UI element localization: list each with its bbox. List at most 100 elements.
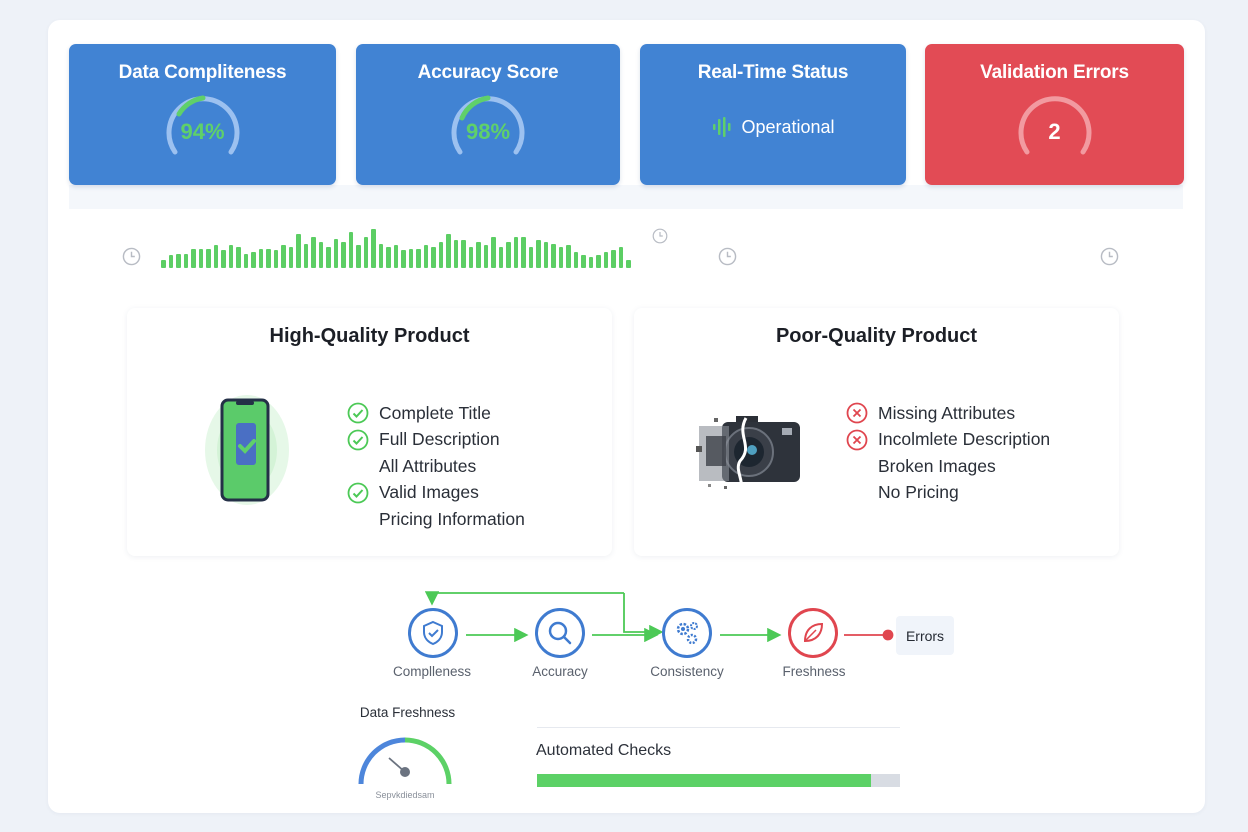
- pipeline-step-accuracy[interactable]: [535, 608, 585, 658]
- activity-bar: [581, 255, 586, 268]
- kpi-strip-shadow: [69, 185, 1183, 209]
- activity-bar: [281, 245, 286, 268]
- activity-bar: [326, 247, 331, 268]
- clock-icon: [122, 247, 141, 266]
- activity-bar: [333, 238, 338, 268]
- activity-bar: [341, 242, 346, 268]
- activity-bar: [558, 247, 563, 268]
- activity-bar: [461, 240, 466, 268]
- pipeline-step-label: Complleness: [392, 664, 472, 679]
- clock-icon: [1100, 247, 1119, 266]
- activity-bar: [483, 245, 488, 268]
- card-title: Poor-Quality Product: [775, 325, 978, 347]
- activity-bar: [168, 255, 173, 268]
- pipeline-step-consistency[interactable]: [662, 608, 712, 658]
- activity-bar: [296, 233, 301, 268]
- activity-bar: [371, 229, 376, 268]
- activity-bar: [303, 243, 308, 268]
- checklist-item-label: Incolmlete Description: [878, 429, 1051, 450]
- checklist-item: Pricing Information: [347, 506, 525, 533]
- activity-bar: [318, 242, 323, 268]
- activity-bar: [536, 240, 541, 268]
- card-title: High-Quality Product: [269, 325, 470, 347]
- activity-bar: [228, 245, 233, 268]
- kpi-value: 98%: [465, 119, 511, 144]
- activity-bar: [476, 242, 481, 268]
- checklist-item-label: All Attributes: [379, 455, 477, 476]
- kpi-title: Data Compliteness: [118, 62, 287, 83]
- poor-quality-product-card[interactable]: Poor-Quality Product Missing Attributes I…: [634, 308, 1119, 556]
- activity-bar: [183, 253, 188, 268]
- status-value: Operational: [741, 116, 835, 137]
- broken-camera-icon: [696, 416, 800, 499]
- activity-bar: [453, 240, 458, 268]
- phone-check-icon: [205, 395, 289, 505]
- activity-bar: [356, 245, 361, 268]
- kpi-card-validation-errors[interactable]: Validation Errors 2: [925, 44, 1184, 185]
- x-circle-icon: [846, 402, 868, 424]
- kpi-card-status[interactable]: Real-Time Status Operational: [640, 44, 906, 185]
- activity-bar: [408, 248, 413, 268]
- pipeline-step-completeness[interactable]: [408, 608, 458, 658]
- activity-bar: [423, 245, 428, 268]
- activity-bar: [506, 242, 511, 268]
- checklist-item: All Attributes: [347, 453, 525, 480]
- checklist-item-label: Pricing Information: [379, 508, 525, 529]
- activity-bar: [191, 248, 196, 268]
- kpi-title: Validation Errors: [980, 62, 1129, 83]
- pipeline-step-label: Consistency: [650, 664, 724, 679]
- freshness-subtitle: Sepvkdiedsam: [375, 790, 435, 800]
- kpi-title: Accuracy Score: [417, 62, 559, 83]
- pipeline-connectors: [424, 591, 894, 643]
- checklist-item: Full Description: [347, 427, 525, 454]
- pipeline-step-freshness[interactable]: [788, 608, 838, 658]
- activity-bar: [213, 245, 218, 268]
- signal-wave-icon: [713, 117, 731, 137]
- activity-bar: [288, 247, 293, 268]
- activity-bar: [551, 243, 556, 268]
- kpi-card-completeness[interactable]: Data Compliteness 94%: [69, 44, 336, 185]
- issue-checklist: Missing Attributes Incolmlete Description…: [846, 400, 1050, 506]
- activity-sparkline: [161, 226, 663, 268]
- automated-checks-progress[interactable]: [537, 774, 900, 787]
- magnifier-icon: [548, 621, 572, 645]
- activity-bar: [618, 247, 623, 268]
- activity-bar: [573, 251, 578, 268]
- check-circle-icon: [347, 402, 369, 424]
- checklist-item: Complete Title: [347, 400, 525, 427]
- activity-bar: [348, 232, 353, 268]
- activity-bar: [401, 250, 406, 268]
- activity-bar: [251, 251, 256, 268]
- activity-bar: [438, 242, 443, 268]
- activity-bar: [243, 253, 248, 268]
- checklist-item-label: Full Description: [379, 429, 500, 450]
- checklist-item: No Pricing: [846, 480, 1050, 507]
- kpi-card-accuracy[interactable]: Accuracy Score 98%: [356, 44, 620, 185]
- kpi-value: 94%: [180, 119, 225, 144]
- activity-bar: [266, 248, 271, 268]
- clock-icon: [718, 247, 737, 266]
- gauge-arc-icon: [1018, 96, 1091, 155]
- activity-bar: [431, 247, 436, 268]
- errors-output-box[interactable]: Errors: [896, 616, 954, 655]
- gauge-arc-icon: [166, 95, 239, 155]
- activity-bar: [611, 250, 616, 268]
- activity-bar: [221, 250, 226, 268]
- kpi-value: 2: [1048, 119, 1061, 144]
- progress-fill: [537, 774, 871, 787]
- activity-bar: [528, 247, 533, 268]
- checklist-item: Valid Images: [347, 480, 525, 507]
- activity-bar: [393, 245, 398, 268]
- activity-bar: [468, 247, 473, 268]
- pipeline-step-label: Accuracy: [532, 664, 588, 679]
- checklist-item-label: Valid Images: [379, 482, 479, 503]
- status-row: Operational: [640, 116, 906, 138]
- high-quality-product-card[interactable]: High-Quality Product Complete Title Full …: [127, 308, 612, 556]
- activity-bar: [206, 248, 211, 268]
- gauge-arc-icon: [451, 95, 525, 155]
- activity-bar: [363, 237, 368, 268]
- checklist-item-label: No Pricing: [878, 482, 959, 503]
- activity-bar: [588, 256, 593, 268]
- section-divider: [537, 727, 900, 728]
- check-circle-icon: [347, 482, 369, 504]
